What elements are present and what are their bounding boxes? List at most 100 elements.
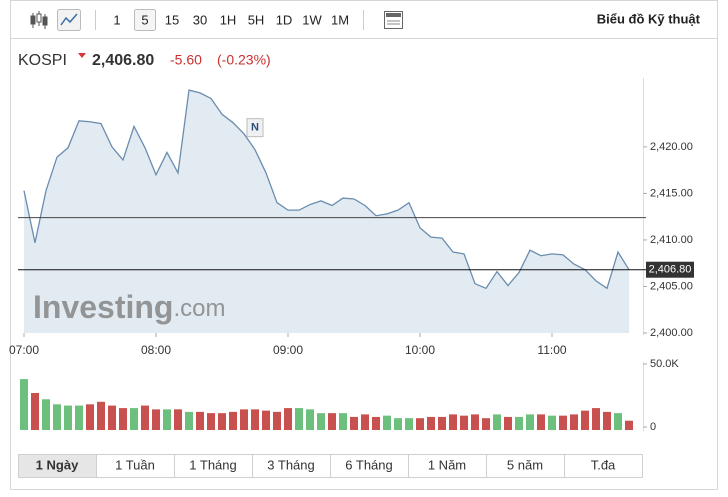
interval-selected	[134, 9, 156, 31]
volume-bar	[317, 413, 325, 430]
volume-bar	[141, 405, 149, 430]
volume-bar	[449, 414, 457, 430]
x-tick-label: 10:00	[405, 343, 435, 357]
volume-bar	[31, 392, 39, 430]
news-marker-label: N	[251, 122, 259, 134]
volume-bar	[20, 379, 28, 430]
tab-label[interactable]: 6 Tháng	[345, 457, 392, 472]
volume-tick-label: 50.0K	[650, 358, 679, 370]
interval-button[interactable]: 5	[141, 12, 148, 27]
change-percent: (-0.23%)	[217, 52, 271, 68]
interval-button[interactable]: 5H	[248, 12, 265, 27]
line-icon[interactable]	[57, 9, 81, 31]
y-tick-label: 2,415.00	[650, 187, 693, 199]
volume-bar	[438, 416, 446, 430]
volume-bar	[559, 415, 567, 430]
volume-bar	[625, 420, 633, 430]
volume-bar	[350, 416, 358, 430]
technical-chart-link[interactable]: Biểu đồ Kỹ thuật	[597, 11, 701, 26]
volume-tick-label: 0	[650, 421, 656, 433]
x-tick-label: 08:00	[141, 343, 171, 357]
volume-bar	[229, 411, 237, 430]
volume-bar	[339, 413, 347, 430]
interval-button[interactable]: 1D	[276, 12, 293, 27]
volume-bar	[75, 405, 83, 430]
tab-label[interactable]: 5 năm	[507, 457, 543, 472]
volume-bar	[152, 409, 160, 430]
x-tick-label: 09:00	[273, 343, 303, 357]
news-marker[interactable]	[246, 118, 264, 138]
volume-bar	[163, 409, 171, 430]
volume-bar	[416, 418, 424, 430]
tab-label[interactable]: 3 Tháng	[267, 457, 314, 472]
volume-bar	[460, 415, 468, 430]
volume-bar	[383, 415, 391, 430]
volume-bar	[394, 418, 402, 430]
volume-bar	[42, 399, 50, 430]
tab-label[interactable]: 1 Ngày	[36, 457, 79, 472]
symbol: KOSPI	[18, 52, 67, 69]
interval-button[interactable]: 1M	[331, 12, 349, 27]
tab[interactable]	[564, 454, 643, 478]
tab-label[interactable]: 1 Tuần	[115, 457, 155, 472]
volume-bar	[53, 404, 61, 430]
x-tick-label: 07:00	[9, 343, 39, 357]
volume-bar	[493, 414, 501, 430]
volume-bar	[86, 404, 94, 430]
price-area	[24, 90, 629, 333]
volume-bar	[581, 410, 589, 430]
volume-bar	[130, 408, 138, 430]
volume-bar	[471, 414, 479, 430]
tab-label[interactable]: 1 Tháng	[189, 457, 236, 472]
volume-bar	[482, 418, 490, 430]
last-price-tag	[646, 261, 694, 278]
volume-bar	[284, 408, 292, 430]
volume-bar	[526, 414, 534, 430]
volume-bar	[64, 405, 72, 430]
interval-button[interactable]: 30	[193, 12, 207, 27]
interval-button[interactable]: 1W	[302, 12, 322, 27]
interval-button[interactable]: 1H	[220, 12, 237, 27]
volume-bar	[185, 411, 193, 430]
volume-bar	[196, 411, 204, 430]
volume-bar	[108, 405, 116, 430]
volume-bar	[603, 411, 611, 430]
frame	[10, 0, 718, 490]
y-tick-label: 2,405.00	[650, 280, 693, 292]
volume-bar	[218, 413, 226, 430]
price: 2,406.80	[92, 52, 154, 69]
volume-bar	[97, 401, 105, 430]
volume-bar	[306, 409, 314, 430]
interval-button[interactable]: 1	[113, 12, 120, 27]
x-tick-label: 11:00	[537, 343, 566, 357]
y-tick-label: 2,420.00	[650, 141, 693, 153]
volume-bar	[328, 413, 336, 430]
tab-label[interactable]: 1 Năm	[428, 457, 466, 472]
volume-bar	[537, 414, 545, 430]
volume-bar	[504, 416, 512, 430]
settings-icon[interactable]	[384, 11, 403, 29]
candle-icon[interactable]	[30, 11, 48, 29]
volume-bar	[427, 416, 435, 430]
volume-bar	[119, 408, 127, 430]
change: -5.60	[170, 52, 202, 68]
last-price-label: 2,406.80	[649, 264, 692, 276]
volume-bar	[515, 416, 523, 430]
watermark-domain: .com	[173, 295, 225, 322]
down-arrow	[78, 53, 86, 58]
volume-bar	[262, 410, 270, 430]
volume-bar	[174, 409, 182, 430]
volume-bar	[207, 413, 215, 430]
volume-bar	[240, 409, 248, 430]
watermark-brand: Investing	[33, 289, 173, 325]
tab-label[interactable]: T.đa	[591, 457, 616, 472]
volume-bar	[548, 415, 556, 430]
volume-bar	[405, 418, 413, 430]
volume-bar	[361, 414, 369, 430]
volume-bar	[273, 411, 281, 430]
volume-bar	[251, 409, 259, 430]
volume-bar	[570, 414, 578, 430]
price-line	[23, 89, 630, 290]
volume-bar	[295, 408, 303, 430]
interval-button[interactable]: 15	[165, 12, 179, 27]
